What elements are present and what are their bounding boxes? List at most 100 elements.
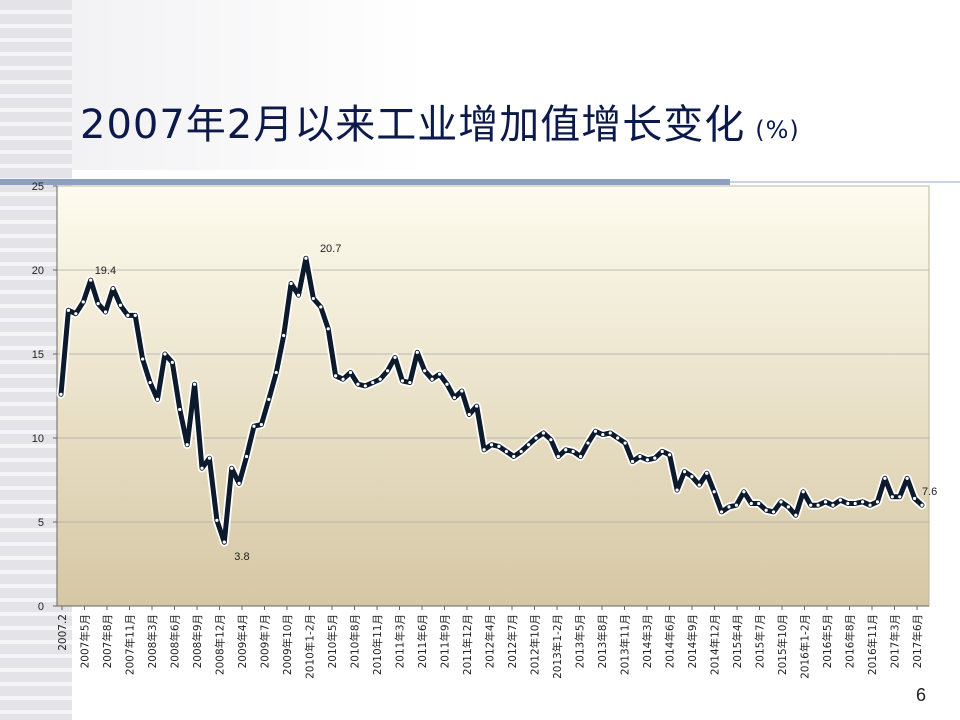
data-point xyxy=(890,495,894,499)
data-point xyxy=(59,392,63,396)
data-point xyxy=(727,505,731,509)
data-point xyxy=(675,488,679,492)
data-point xyxy=(304,256,308,260)
data-point xyxy=(779,500,783,504)
title-rule-light xyxy=(730,181,960,183)
x-tick-label: 2015年10月 xyxy=(776,614,789,675)
y-tick-label: 15 xyxy=(32,349,44,361)
data-point xyxy=(749,501,753,506)
data-point xyxy=(898,495,902,499)
x-tick-label: 2011年3月 xyxy=(394,614,407,668)
data-point xyxy=(630,459,635,464)
x-tick-label: 2008年9月 xyxy=(191,614,204,668)
data-point xyxy=(274,370,278,375)
data-point xyxy=(89,278,93,282)
data-point xyxy=(668,453,672,457)
data-point xyxy=(719,510,724,514)
x-tick-label: 2013年5月 xyxy=(574,614,587,668)
data-label: 6 xyxy=(941,0,947,3)
title-text: 2007年2月以来工业增加值增长变化 xyxy=(80,102,746,148)
data-point xyxy=(742,490,746,494)
x-tick-label: 2012年10月 xyxy=(529,614,542,675)
x-tick-label: 2009年4月 xyxy=(236,614,249,668)
data-point xyxy=(519,449,523,454)
data-point xyxy=(400,379,405,383)
data-point xyxy=(853,501,857,506)
data-label: 20.7 xyxy=(320,243,341,255)
y-tick-label: 5 xyxy=(38,517,44,529)
data-point xyxy=(385,369,390,373)
x-tick-label: 2017年3月 xyxy=(889,614,902,668)
x-tick-label: 2012年7月 xyxy=(506,614,519,668)
data-point xyxy=(259,422,264,427)
data-point xyxy=(527,443,531,447)
data-point xyxy=(504,449,508,454)
x-tick-label: 2011年12月 xyxy=(461,614,474,675)
annotations: 19.4 3.8 20.7 7.6 6 xyxy=(95,0,947,563)
data-point xyxy=(437,372,442,376)
data-point xyxy=(883,476,887,480)
data-point xyxy=(608,431,612,435)
data-point xyxy=(549,438,553,442)
data-point xyxy=(282,333,286,338)
data-point xyxy=(712,490,716,494)
data-point xyxy=(200,466,204,470)
data-point xyxy=(319,305,323,309)
data-point xyxy=(215,518,219,522)
data-point xyxy=(697,483,701,487)
data-point xyxy=(861,500,865,504)
x-tick-label: 2014年3月 xyxy=(641,614,654,668)
data-label: 7.6 xyxy=(922,486,937,498)
x-tick-label: 2017年6月 xyxy=(911,614,924,668)
y-tick-label: 25 xyxy=(32,181,44,193)
x-tick-label: 2013年11月 xyxy=(619,614,632,675)
x-tick-label: 2010年5月 xyxy=(326,614,339,668)
data-point xyxy=(460,389,464,393)
data-point xyxy=(348,370,353,375)
plot-area xyxy=(56,185,930,607)
x-tick-label: 2014年6月 xyxy=(664,614,677,668)
data-point xyxy=(148,380,152,385)
data-point xyxy=(170,360,174,364)
data-point xyxy=(267,397,271,401)
data-point xyxy=(593,429,598,433)
data-point xyxy=(541,431,546,435)
data-point xyxy=(363,384,367,388)
data-point xyxy=(786,505,790,509)
data-point xyxy=(920,503,924,507)
data-point xyxy=(564,448,568,452)
data-point xyxy=(230,466,234,470)
data-point xyxy=(81,300,85,304)
x-tick-label: 2011年9月 xyxy=(439,614,452,668)
data-point xyxy=(430,377,434,381)
data-point xyxy=(794,513,798,517)
data-point xyxy=(771,510,776,514)
series-group xyxy=(56,253,927,547)
data-point xyxy=(408,380,412,385)
data-point xyxy=(556,454,560,459)
x-tick-label: 2009年7月 xyxy=(259,614,272,668)
data-point xyxy=(341,377,345,381)
y-tick-label: 10 xyxy=(32,433,44,445)
data-point xyxy=(690,475,694,479)
data-point xyxy=(207,456,212,460)
data-point xyxy=(868,503,872,507)
data-point xyxy=(334,374,338,378)
data-point xyxy=(801,490,805,494)
data-point xyxy=(616,436,620,440)
x-tick-label: 2015年7月 xyxy=(754,614,767,668)
data-point xyxy=(222,540,226,544)
data-point xyxy=(623,441,627,445)
title-unit: (%) xyxy=(755,116,800,144)
data-point xyxy=(193,382,197,386)
x-tick-label: 2016年8月 xyxy=(844,614,857,668)
data-point xyxy=(638,454,642,459)
data-point xyxy=(111,286,115,291)
data-point xyxy=(838,498,842,502)
data-point xyxy=(912,496,917,501)
data-point xyxy=(467,412,471,417)
data-point xyxy=(757,501,761,506)
data-point xyxy=(534,436,538,440)
data-point xyxy=(586,441,590,445)
data-point xyxy=(66,308,71,312)
